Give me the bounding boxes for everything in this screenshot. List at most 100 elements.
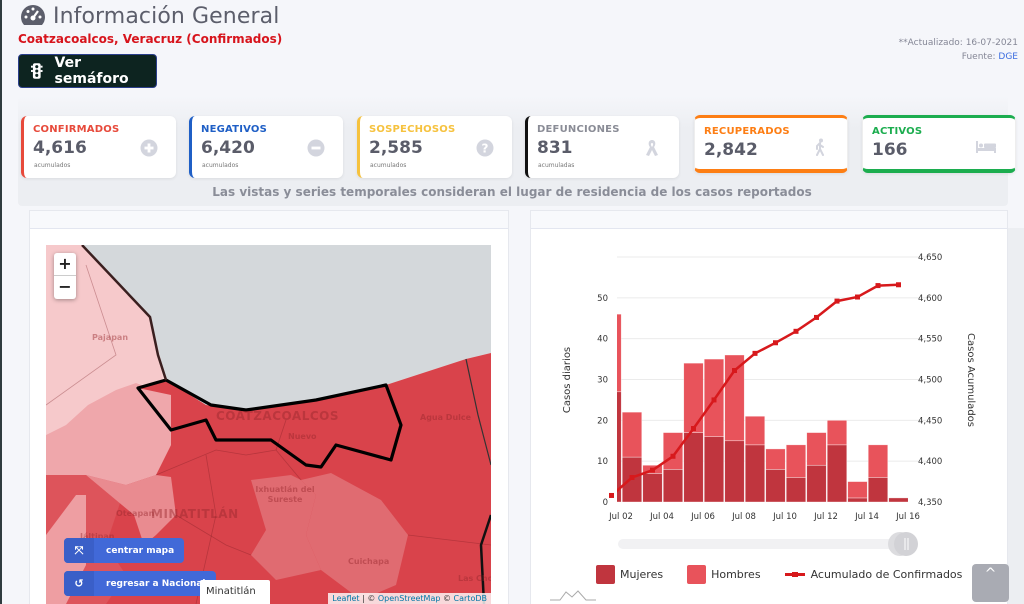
bar-mujeres [888, 497, 908, 503]
kpi-card-defunciones[interactable]: DEFUNCIONES 831 acumuladas [525, 116, 679, 178]
zoom-out-button[interactable]: − [58, 277, 72, 296]
bar-mujeres [826, 444, 848, 503]
center-map-label: centrar mapa [106, 545, 175, 556]
svg-text:?: ? [482, 142, 489, 156]
y-tick-right: 4,450 [918, 416, 942, 426]
source-link[interactable]: DGE [998, 52, 1018, 62]
ribbon-icon [646, 140, 658, 156]
ocean [82, 245, 491, 410]
zoom-in-button[interactable]: + [54, 253, 76, 276]
bar-mujeres [847, 497, 868, 503]
legend-item-mujeres[interactable]: Mujeres [596, 565, 663, 584]
kpi-card-negativos[interactable]: NEGATIVOS 6,420 acumulados [189, 116, 343, 178]
bar-mujeres [703, 436, 725, 503]
bar-mujeres [806, 464, 827, 503]
center-map-button[interactable]: ⤧ centrar mapa [64, 538, 185, 563]
bar-hombres [724, 354, 745, 442]
carto-link[interactable]: CartoDB [453, 594, 487, 603]
source-line: Fuente: DGE [899, 50, 1018, 64]
legend-swatch [596, 565, 615, 584]
x-tick: Jul 04 [649, 512, 674, 522]
x-tick: Jul 12 [813, 512, 838, 522]
national-button[interactable]: ↺ regresar a Nacional [64, 571, 216, 596]
y-tick-right: 4,500 [918, 376, 942, 386]
kpi-value: 2,842 [704, 140, 758, 160]
map-label: Cuichapa [348, 557, 390, 566]
range-slider-handle[interactable] [894, 532, 918, 556]
y-axis-title-left: Casos diarios [562, 347, 573, 413]
kpi-card-recuperados[interactable]: RECUPERADOS 2,842 [694, 115, 848, 173]
kpi-card-confirmados[interactable]: CONFIRMADOS 4,616 acumulados [21, 116, 176, 178]
chart-panel [530, 210, 1008, 604]
bar-hombres [806, 432, 827, 466]
kpi-card-activos[interactable]: ACTIVOS 166 [862, 115, 1016, 173]
line-marker [855, 294, 860, 300]
walking-icon [816, 138, 824, 156]
map-tooltip: Minatitlán [200, 580, 270, 604]
chart-line [609, 282, 901, 498]
daily-cases-chart[interactable]: 4,350 4,400 4,450 4,500 4,550 4,600 4,650 0 10 20… [530, 228, 1008, 604]
map-label: Pajapan [92, 333, 129, 342]
bar-hombres [617, 313, 622, 393]
bar-mujeres [617, 391, 622, 503]
map-label: Oteapan [116, 509, 155, 518]
line-marker [670, 453, 676, 459]
page-gutter [1008, 228, 1024, 604]
selected-municipality-outline[interactable] [136, 378, 403, 469]
kpi-value: 166 [872, 140, 908, 160]
bed-icon [976, 141, 996, 153]
legend-item-hombres[interactable]: Hombres [687, 565, 761, 584]
bar-hombres [765, 448, 786, 470]
line-marker [609, 492, 614, 498]
bar-mujeres [867, 477, 889, 503]
ver-semaforo-button[interactable]: Ver semáforo [18, 54, 157, 88]
kpi-card-sospechosos[interactable]: SOSPECHOSOS 2,585 acumulados ? [357, 116, 512, 178]
chart-axes: 4,350 4,400 4,450 4,500 4,550 4,600 4,650 0 10 20… [597, 253, 942, 522]
kpi-value: 831 [537, 138, 573, 158]
bar-mujeres [744, 444, 766, 503]
y-axis-title-right: Casos Acumulados [965, 333, 976, 427]
legend-label: Acumulado de Confirmados [810, 568, 963, 581]
map-label: Las Choapas [458, 574, 491, 583]
scroll-to-top-button[interactable]: ^ [972, 564, 1009, 602]
y-tick-left: 20 [597, 416, 608, 426]
bar-mujeres [785, 477, 807, 503]
line-marker [896, 282, 901, 288]
y-tick-right: 4,550 [918, 335, 942, 345]
map-label: Agua Dulce [420, 413, 472, 422]
y-tick-right: 4,350 [918, 498, 942, 508]
ver-semaforo-label: Ver semáforo [54, 55, 129, 87]
sparkline-icon [550, 590, 596, 601]
leaflet-link[interactable]: Leaflet [332, 594, 360, 603]
line-marker [875, 283, 881, 289]
x-tick: Jul 02 [608, 512, 633, 522]
y-tick-left: 50 [597, 294, 608, 304]
map-label: Ixhuatlán del Sureste [255, 485, 315, 504]
legend-item-acumulado[interactable]: Acumulado de Confirmados [784, 568, 963, 581]
osm-link[interactable]: OpenStreetMap [377, 594, 441, 603]
boundary [465, 358, 491, 466]
kpi-value: 2,585 [369, 138, 423, 158]
line-marker [834, 298, 840, 304]
bar-hombres [662, 432, 684, 470]
attribution-sep: | © [359, 594, 378, 603]
kpi-sub: acumulados [34, 162, 71, 169]
range-slider-track[interactable] [618, 539, 910, 549]
source-label: Fuente: [961, 52, 996, 62]
y-tick-left: 30 [597, 376, 608, 386]
legend-line [784, 572, 805, 577]
legend-label: Mujeres [620, 568, 664, 581]
map-label: Jáltipan [80, 532, 115, 541]
question-circle-icon: ? [476, 139, 494, 157]
line-marker [773, 340, 778, 346]
map-attribution: Leaflet | © OpenStreetMap © CartoDB [328, 593, 491, 604]
attribution-mid: © [440, 594, 454, 603]
map-panel-header [30, 211, 508, 229]
map-label: MINATITLÁN [151, 507, 239, 521]
plus-circle-icon [140, 139, 158, 157]
page-title: Información General [19, 3, 279, 29]
choropleth-map[interactable]: Pajapan COATZACOALCOS Agua Dulce Nuevo I… [46, 245, 491, 604]
coastline [81, 245, 168, 381]
page-title-text: Información General [53, 3, 280, 29]
bar-hombres [785, 444, 807, 478]
